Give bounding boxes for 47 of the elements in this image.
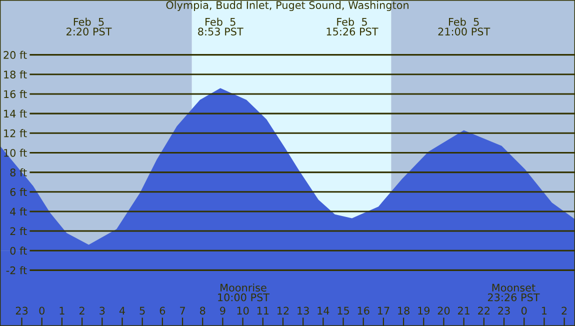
y-tick-label: 4 ft <box>10 208 27 216</box>
x-tick-label: 0 <box>521 306 527 315</box>
y-tick-label: 6 ft <box>10 188 27 196</box>
x-tick-label: 4 <box>119 306 125 314</box>
x-tick-label: 12 <box>277 306 289 314</box>
chart-title: Olympia, Budd Inlet, Puget Sound, Washington <box>166 0 408 12</box>
x-tick-label: 11 <box>257 306 269 314</box>
x-tick-label: 23 <box>16 306 28 315</box>
x-tick-label: 8 <box>200 306 206 315</box>
x-tick-label: 21 <box>458 306 470 314</box>
x-tick-label: 6 <box>160 306 166 315</box>
x-tick-label: 23 <box>498 306 510 315</box>
y-tick-label: 14 ft <box>4 110 27 118</box>
x2-tick-label: Feb 5 21:00 PST <box>438 18 490 36</box>
x-tick-label: 13 <box>298 306 309 315</box>
x-tick-label: 19 <box>418 306 430 315</box>
x-tick-label: 10 <box>237 306 249 315</box>
y-tick-label: 2 ft <box>10 227 27 235</box>
x-tick-label: 2 <box>79 306 84 314</box>
annotation: Moonrise 10:00 PST <box>218 284 270 302</box>
x-tick-label: 7 <box>180 306 185 314</box>
x-tick-label: 9 <box>220 306 226 315</box>
x-tick-label: 1 <box>60 306 64 314</box>
x-tick-label: 1 <box>542 306 547 314</box>
x-tick-label: 14 <box>318 306 330 314</box>
y-tick-label: 8 ft <box>10 168 27 176</box>
y-tick-label: -2 ft <box>6 266 27 274</box>
x-tick-label: 22 <box>478 306 490 314</box>
x-tick-label: 2 <box>562 306 567 314</box>
x2-tick-label: Feb 5 15:26 PST <box>326 18 378 36</box>
y-tick-label: 16 ft <box>4 90 27 98</box>
y-tick-label: 0 ft <box>10 246 27 255</box>
y-tick-label: 20 ft <box>4 50 27 59</box>
x2-tick-label: Feb 5 2:20 PST <box>66 18 112 36</box>
x-tick-label: 15 <box>338 306 349 315</box>
x-tick-label: 0 <box>39 306 44 315</box>
x-tick-label: 17 <box>378 306 390 314</box>
x-tick-label: 20 <box>438 306 450 315</box>
y-tick-label: 12 ft <box>4 129 27 138</box>
x-tick-label: 16 <box>358 306 370 315</box>
x2-tick-label: Feb 5 8:53 PST <box>198 18 244 36</box>
annotation: Moonset 23:26 PST <box>488 284 540 302</box>
x-tick-label: 5 <box>140 306 145 315</box>
y-tick-label: 10 ft <box>4 148 27 157</box>
x-tick-label: 3 <box>100 306 105 315</box>
x-tick-label: 18 <box>398 306 410 315</box>
y-tick-label: 18 ft <box>4 70 27 79</box>
